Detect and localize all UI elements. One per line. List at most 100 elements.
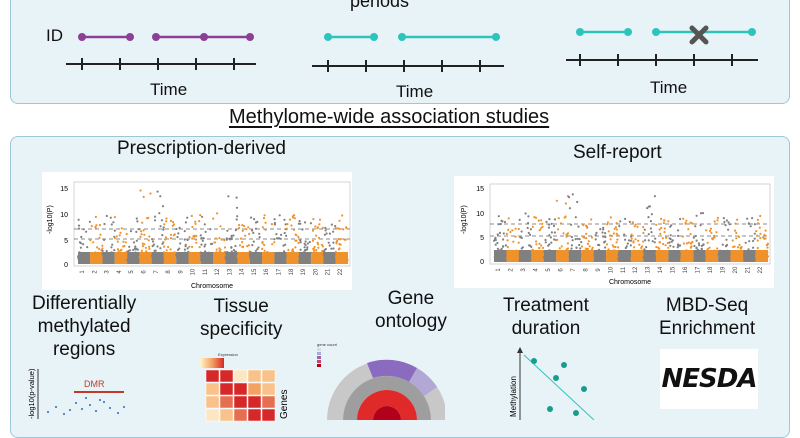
manhattan-point — [736, 218, 739, 221]
manhattan-point — [330, 223, 333, 226]
manhattan-point — [734, 222, 737, 225]
manhattan-point — [697, 242, 700, 245]
manhattan-point — [263, 249, 266, 252]
manhattan-point — [654, 237, 657, 240]
chromosome-tick: 1 — [80, 270, 86, 274]
manhattan-point — [649, 227, 652, 230]
manhattan-point — [759, 236, 762, 240]
manhattan-point — [115, 235, 118, 238]
manhattan-point — [766, 246, 769, 249]
chromosome-tick: 7 — [571, 268, 577, 272]
chromosome-tick: 10 — [608, 266, 614, 273]
manhattan-point — [341, 214, 344, 217]
manhattan-point — [618, 225, 621, 228]
manhattan-point — [167, 245, 170, 249]
manhattan-point — [702, 243, 705, 246]
chromosome-tick: 9 — [596, 268, 602, 272]
manhattan-point — [96, 246, 99, 249]
manhattan-point — [184, 245, 187, 248]
manhattan-point — [647, 205, 650, 208]
manhattan-point — [644, 239, 647, 242]
manhattan-point — [756, 239, 759, 242]
manhattan-point — [548, 223, 551, 226]
manhattan-point — [264, 228, 267, 231]
manhattan-point — [747, 248, 750, 251]
manhattan-point — [660, 226, 663, 229]
manhattan-point — [306, 246, 309, 249]
manhattan-point — [238, 224, 241, 227]
manhattan-point — [642, 240, 645, 243]
manhattan-point — [294, 239, 297, 242]
manhattan-point — [194, 222, 197, 225]
treatment-axis-label: Methylation — [509, 376, 518, 417]
manhattan-point — [514, 227, 517, 230]
manhattan-point — [140, 249, 143, 252]
manhattan-point — [669, 225, 672, 228]
manhattan-point — [111, 243, 114, 246]
manhattan-point — [328, 244, 331, 247]
heatmap-cell — [247, 408, 262, 422]
timeline-teal-2 — [576, 28, 756, 36]
manhattan-point — [570, 235, 573, 239]
heatmap-cell — [233, 382, 248, 396]
manhattan-point — [647, 239, 650, 242]
nesda-logo: NESDA — [660, 349, 758, 409]
manhattan-point — [99, 233, 102, 236]
manhattan-point — [653, 241, 656, 244]
chromosome-tick: 18 — [289, 268, 295, 275]
manhattan-point — [94, 215, 97, 218]
manhattan-point — [604, 232, 607, 235]
manhattan-point — [135, 230, 138, 233]
manhattan-point — [246, 245, 249, 248]
manhattan-point — [287, 248, 290, 251]
manhattan-point — [105, 249, 108, 253]
manhattan-point — [540, 219, 543, 222]
manhattan-point — [722, 217, 725, 220]
manhattan-point — [692, 236, 695, 239]
manhattan-point — [142, 195, 145, 198]
manhattan-point — [552, 224, 556, 228]
manhattan-point — [574, 238, 577, 241]
manhattan-point — [258, 232, 261, 235]
manhattan-band — [680, 250, 694, 262]
manhattan-point — [161, 205, 165, 208]
manhattan-point — [642, 226, 645, 229]
manhattan-point — [162, 228, 165, 231]
manhattan-point — [147, 239, 150, 242]
manhattan-point — [321, 226, 324, 229]
manhattan-point — [725, 238, 728, 241]
manhattan-point — [82, 243, 85, 246]
treatment-scatter: Methylation — [509, 347, 595, 420]
manhattan-point — [506, 245, 509, 249]
chromosome-tick: 11 — [203, 268, 209, 275]
manhattan-band — [705, 250, 719, 262]
manhattan-point — [737, 235, 741, 238]
manhattan-point — [627, 239, 631, 242]
manhattan-point — [120, 227, 123, 230]
manhattan-point — [663, 231, 666, 234]
mbd-title: MBD-Seq Enrichment — [659, 294, 755, 340]
manhattan-point — [576, 200, 579, 204]
manhattan-point — [90, 225, 93, 228]
manhattan-point — [667, 246, 670, 249]
y-tick: 5 — [64, 238, 68, 245]
manhattan-point — [303, 249, 307, 252]
manhattan-point — [677, 229, 680, 232]
manhattan-point — [606, 223, 609, 226]
manhattan-band — [262, 252, 275, 264]
manhattan-band — [730, 250, 744, 262]
manhattan-band — [543, 250, 557, 262]
manhattan-point — [297, 235, 300, 239]
manhattan-point — [524, 212, 527, 215]
manhattan-point — [82, 228, 85, 231]
manhattan-point — [156, 190, 159, 193]
manhattan-point — [321, 249, 324, 253]
go-legend-title: gene count — [317, 342, 338, 347]
manhattan-point — [498, 231, 502, 234]
manhattan-point — [101, 244, 104, 247]
manhattan-point — [165, 217, 168, 220]
manhattan-point — [183, 248, 186, 251]
time-axis-3 — [566, 54, 758, 66]
manhattan-point — [506, 239, 509, 242]
manhattan-point — [257, 246, 260, 249]
